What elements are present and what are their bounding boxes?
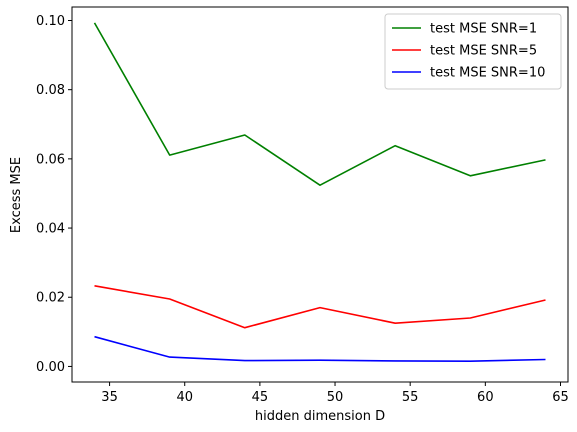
x-tick-label: 50 — [327, 390, 344, 405]
x-axis-label: hidden dimension D — [255, 409, 385, 424]
legend: test MSE SNR=1 test MSE SNR=5 test MSE SNR… — [384, 13, 562, 90]
legend-label: test MSE SNR=1 — [430, 22, 537, 37]
series-line-3 — [94, 335, 546, 363]
y-tick-label: 0.04 — [36, 222, 65, 237]
series-line-1 — [93, 22, 546, 186]
x-tick-label: 65 — [552, 390, 569, 405]
series-line-2 — [94, 285, 546, 329]
x-tick-label: 45 — [252, 390, 269, 405]
y-tick-label: 0.06 — [36, 152, 65, 167]
series-layer — [93, 22, 546, 363]
x-tick-label: 35 — [101, 390, 118, 405]
x-tick-label: 40 — [176, 390, 193, 405]
legend-box — [384, 13, 562, 90]
y-tick-label: 0.10 — [36, 14, 65, 29]
x-tick-label: 55 — [402, 390, 419, 405]
y-tick-label: 0.00 — [36, 360, 65, 375]
x-axis: 35 40 45 50 55 60 65 — [101, 382, 569, 405]
y-tick-label: 0.08 — [36, 83, 65, 98]
y-axis: 0.00 0.02 0.04 0.06 0.08 0.10 — [36, 14, 72, 375]
y-tick-label: 0.02 — [36, 291, 65, 306]
y-axis-label: Excess MSE — [9, 157, 24, 233]
x-tick-label: 60 — [477, 390, 494, 405]
legend-label: test MSE SNR=10 — [430, 66, 545, 81]
legend-label: test MSE SNR=5 — [430, 44, 537, 59]
